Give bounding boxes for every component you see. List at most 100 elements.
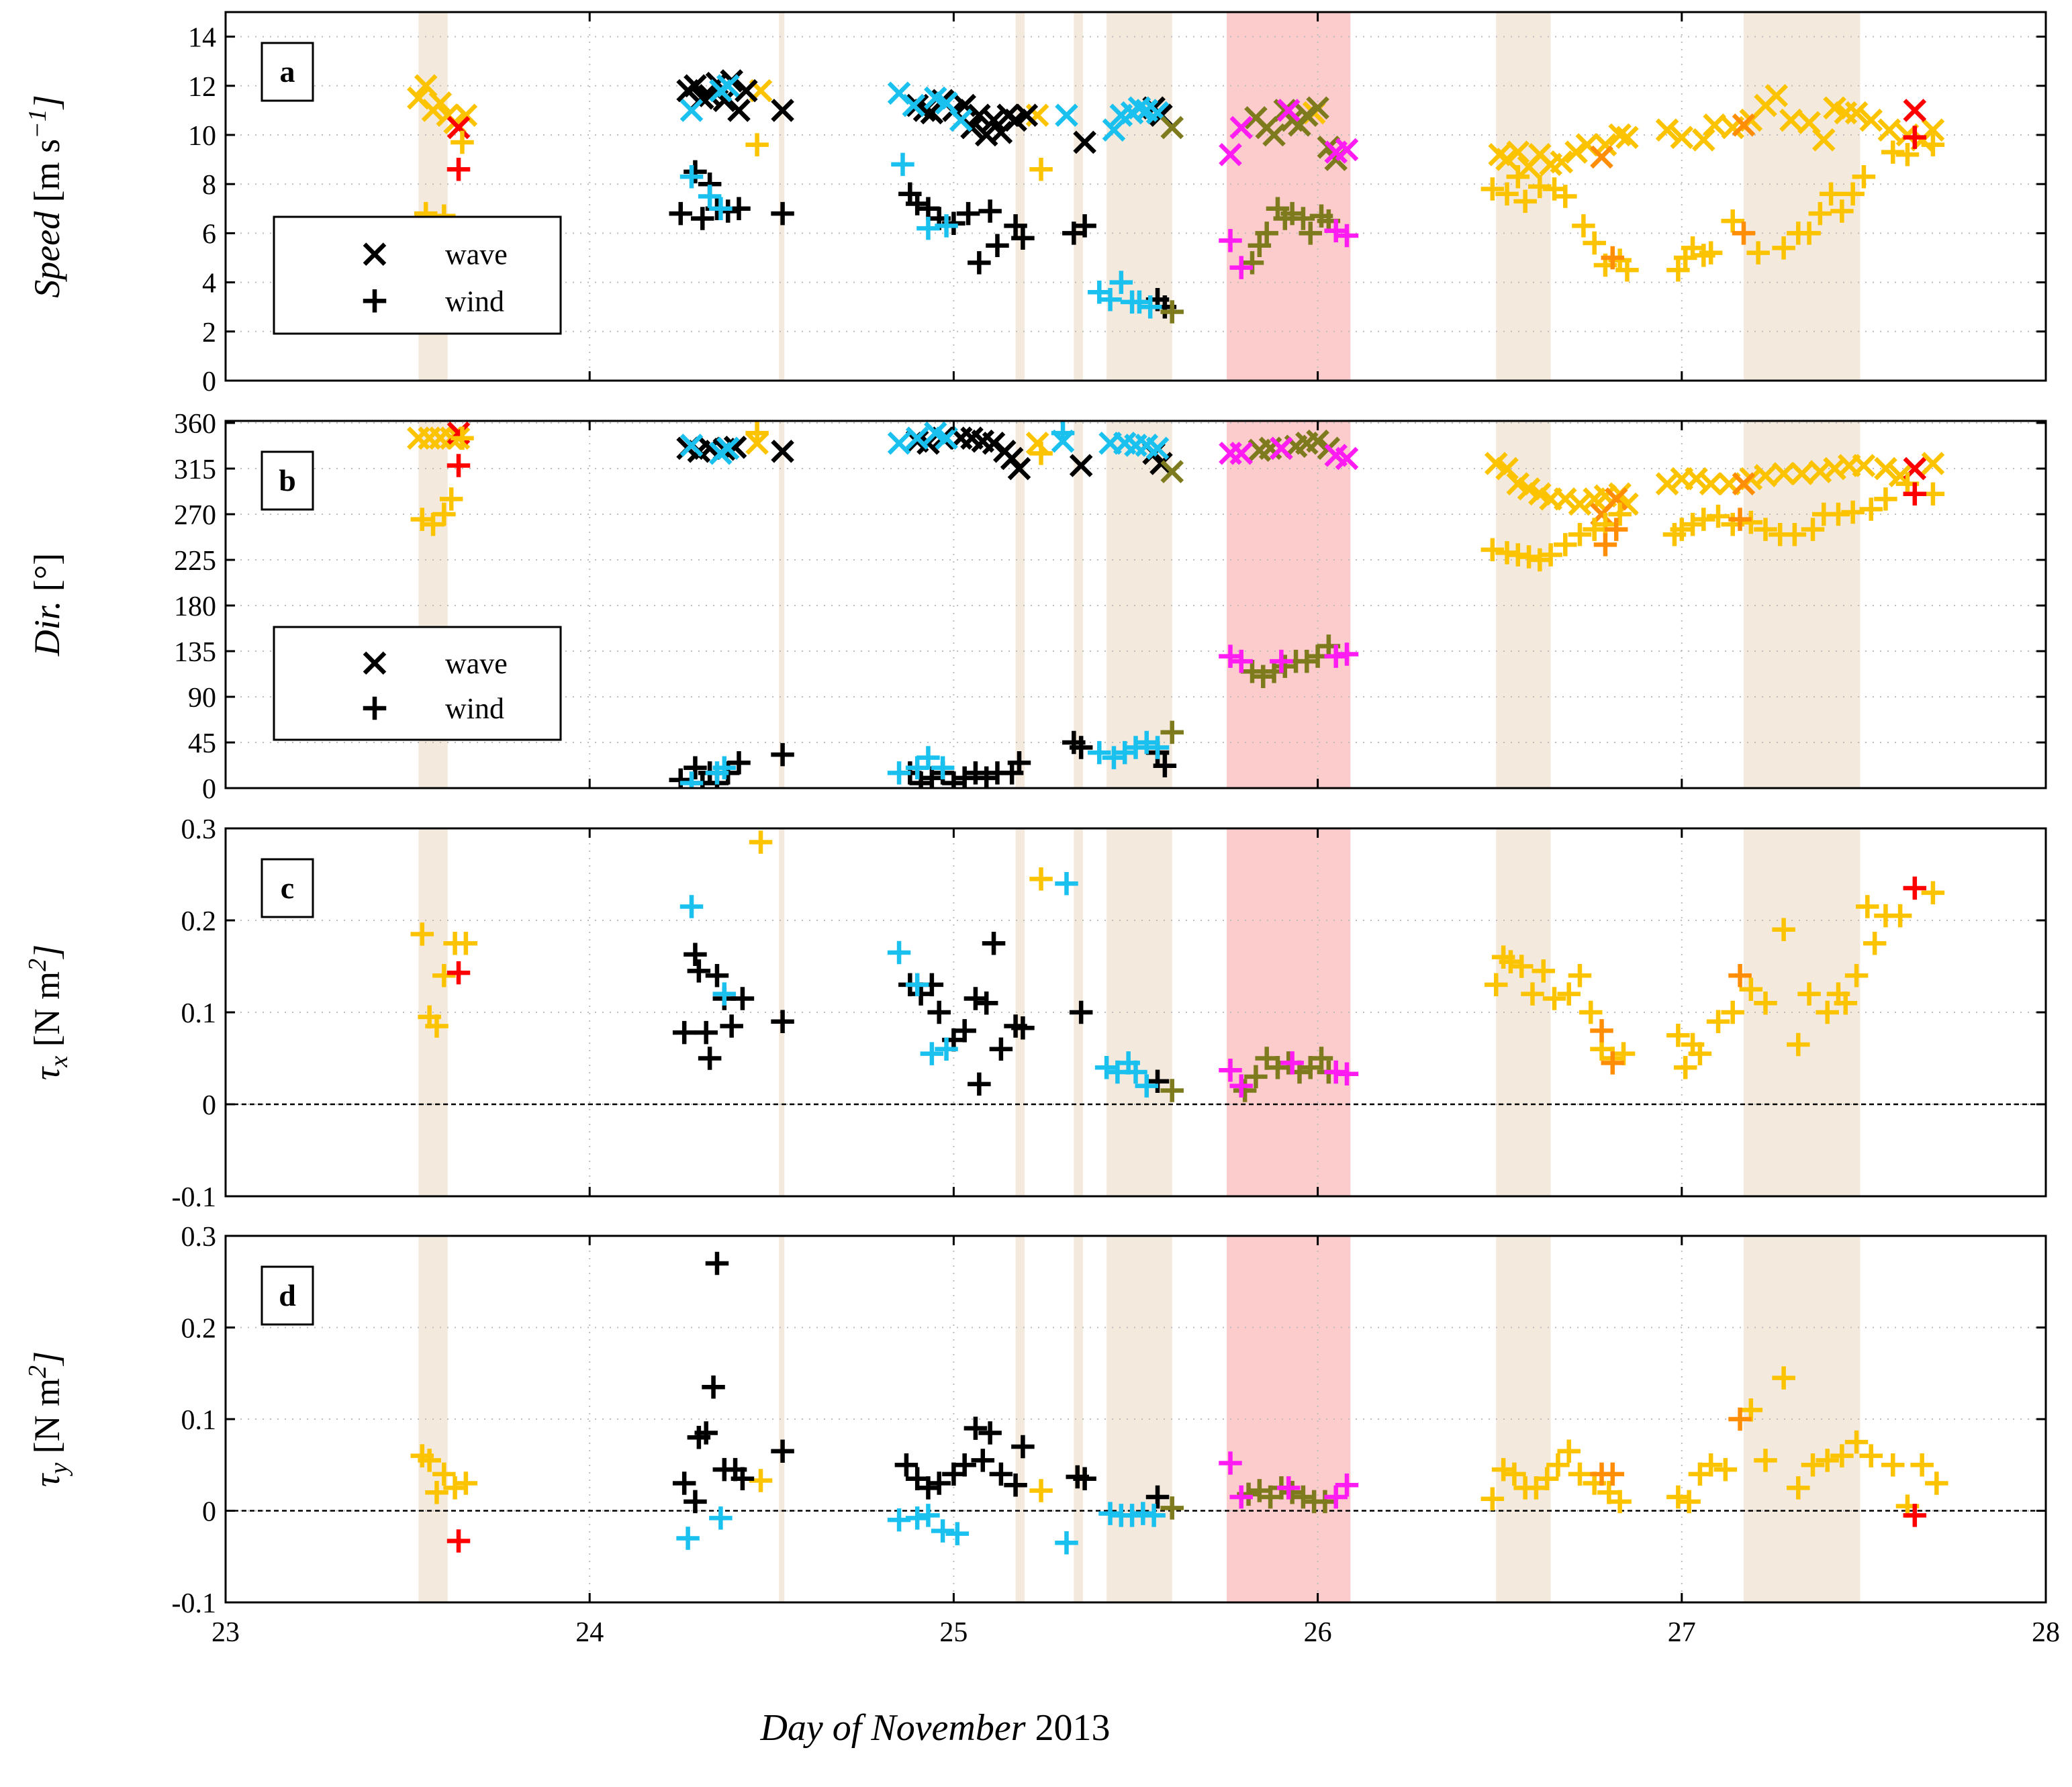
y-axis-label: Dir. [°] — [27, 553, 67, 657]
data-point-wind-yellow — [1029, 867, 1053, 891]
data-point-wind-magenta — [1324, 1485, 1348, 1509]
data-point-wind-yellow — [1692, 508, 1715, 531]
data-point-wind-yellow — [1787, 1476, 1810, 1500]
data-point-wind-yellow — [454, 932, 478, 955]
data-point-wind-yellow — [1699, 241, 1723, 264]
data-point-wind-yellow — [1881, 140, 1905, 164]
data-point-wind-black — [687, 959, 711, 983]
data-point-wind-yellow — [1670, 518, 1694, 541]
y-axis-label-unit-close: ] — [27, 945, 67, 960]
data-point-wind-cyan — [931, 1519, 955, 1543]
data-point-wave-magenta — [1335, 446, 1359, 471]
data-point-wind-yellow — [1772, 236, 1795, 260]
data-point-wave-yellow — [1699, 472, 1723, 495]
data-point-wind-cyan — [1094, 1055, 1119, 1079]
data-point-wave-cyan — [1127, 96, 1151, 120]
data-point-wind-yellow — [1721, 1000, 1744, 1024]
data-point-wave-cyan — [1055, 103, 1078, 128]
y-tick-label: 10 — [188, 121, 216, 152]
data-point-wave-cyan — [716, 436, 740, 461]
data-point-wind-magenta — [1229, 256, 1253, 279]
data-point-wave-red — [446, 115, 471, 140]
data-point-wind-yellow — [432, 1462, 456, 1486]
shaded-interval — [1743, 828, 1861, 1196]
data-point-wind-yellow — [1881, 1453, 1905, 1477]
data-point-wind-black — [1145, 1485, 1170, 1509]
data-point-wind-black — [963, 987, 988, 1010]
data-point-wave-yellow — [428, 91, 453, 115]
data-point-wind-olive — [1295, 649, 1319, 673]
data-point-wind-orange — [1732, 222, 1756, 245]
data-point-wind-orange — [1604, 518, 1628, 541]
data-point-wave-yellow — [1859, 108, 1883, 132]
data-point-wind-black — [1011, 1016, 1035, 1040]
data-point-wind-black — [916, 1476, 940, 1500]
data-point-wind-yellow — [1666, 1485, 1690, 1509]
data-point-wave-cyan — [1145, 436, 1170, 461]
data-point-wind-black — [1073, 1467, 1096, 1490]
data-point-wind-black — [920, 766, 944, 788]
data-point-wind-yellow — [1921, 881, 1945, 905]
data-point-wind-yellow — [1539, 543, 1562, 567]
shaded-interval — [1227, 828, 1351, 1196]
data-point-wind-cyan — [916, 1504, 940, 1527]
data-point-wave-black — [960, 115, 984, 140]
data-point-wind-black — [672, 1471, 696, 1495]
data-point-wind-yellow — [1480, 538, 1505, 562]
y-axis-label-unit: [N m — [27, 971, 67, 1047]
data-point-wind-yellow — [1739, 977, 1763, 1001]
data-point-wind-black — [909, 771, 933, 788]
data-point-wave-magenta — [1335, 138, 1359, 162]
data-point-wave-black — [968, 103, 991, 128]
x-axis-label-text: Day of November — [759, 1707, 1035, 1749]
data-point-wind-yellow — [1688, 1042, 1712, 1065]
data-point-wave-yellow — [1670, 126, 1694, 149]
data-point-wave-yellow — [1506, 140, 1530, 164]
y-axis-label-gap — [27, 1047, 67, 1056]
data-point-wind-yellow — [1863, 932, 1887, 955]
data-point-wind-yellow — [1528, 175, 1552, 199]
data-point-wind-black — [956, 201, 980, 226]
data-point-wind-yellow — [1572, 214, 1595, 238]
shaded-interval — [1743, 12, 1861, 381]
data-point-wind-olive — [1160, 1079, 1184, 1102]
data-point-wave-red — [1903, 99, 1927, 122]
data-point-wind-cyan — [1088, 740, 1111, 765]
data-point-wave-yellow — [1615, 126, 1639, 149]
x-tick-label: 23 — [211, 1617, 240, 1648]
data-point-wind-magenta — [1219, 644, 1242, 668]
data-point-wind-yellow — [425, 1480, 449, 1504]
y-tick-label: 0 — [202, 1497, 216, 1528]
data-point-wind-black — [771, 742, 794, 767]
grid — [226, 828, 2046, 1196]
data-point-wind-black — [731, 1467, 755, 1490]
data-point-wind-yellow — [1517, 545, 1541, 569]
axes-box — [224, 11, 2047, 382]
data-point-wind-yellow — [1699, 1453, 1723, 1477]
data-point-wind-black — [1004, 214, 1027, 238]
data-point-wave-black — [771, 99, 794, 122]
data-point-wind-yellow — [749, 830, 773, 854]
data-point-wind-black — [927, 1471, 951, 1495]
data-point-wave-yellow — [454, 103, 478, 128]
data-point-wave-yellow — [1495, 148, 1519, 171]
data-point-wind-black — [974, 766, 998, 788]
panel-a: 0 2 4 6 8 10 12 14 a Speed [m s−1] wave wind — [23, 11, 2047, 397]
legend-wave-icon — [363, 651, 387, 675]
y-tick-label: 0.1 — [181, 1405, 217, 1436]
data-point-wind-black — [894, 1453, 919, 1477]
markers — [407, 69, 1945, 324]
data-point-wind-yellow — [432, 502, 456, 526]
data-point-wind-black — [1007, 751, 1031, 775]
data-point-wind-yellow — [1583, 518, 1606, 541]
data-point-wind-yellow — [1888, 904, 1912, 928]
data-point-wave-magenta — [1219, 142, 1242, 166]
y-axis-label-main: τ — [27, 1473, 67, 1487]
panel-d: -0.1 0 0.1 0.2 0.3 23 24 25 26 27 28 d τy [N m2] — [23, 1222, 2060, 1648]
data-point-wave-orange — [1604, 487, 1628, 511]
shaded-interval — [1743, 421, 1861, 788]
y-tick-label: -0.1 — [172, 1588, 217, 1619]
data-point-wind-yellow — [1895, 143, 1920, 166]
data-point-wind-yellow — [1706, 1010, 1730, 1033]
